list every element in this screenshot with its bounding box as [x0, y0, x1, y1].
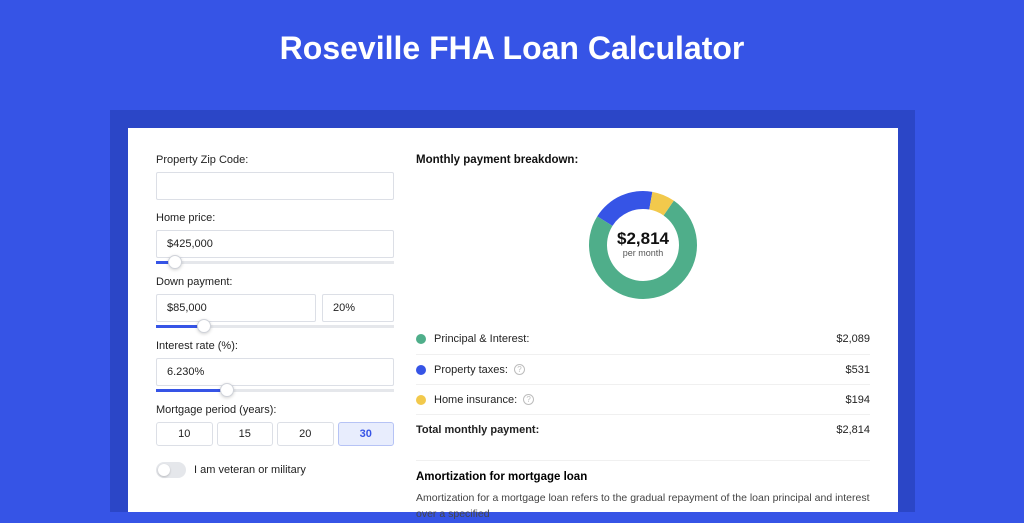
- row-label-text-ins: Home insurance:: [434, 394, 517, 406]
- rate-label: Interest rate (%):: [156, 340, 394, 352]
- amortization-title: Amortization for mortgage loan: [416, 460, 870, 483]
- row-label-ins: Home insurance:?: [434, 394, 846, 406]
- breakdown-row-ins: Home insurance:?$194: [416, 384, 870, 414]
- breakdown-row-pi: Principal & Interest: $2,089: [416, 324, 870, 354]
- rate-input[interactable]: [156, 358, 394, 386]
- down-slider-thumb[interactable]: [197, 319, 211, 333]
- price-field-group: Home price:: [156, 212, 394, 264]
- down-amount-input[interactable]: [156, 294, 316, 322]
- rate-slider[interactable]: [156, 389, 394, 392]
- amortization-text: Amortization for a mortgage loan refers …: [416, 491, 870, 523]
- period-buttons: 10152030: [156, 422, 394, 446]
- swatch-tax: [416, 365, 426, 375]
- row-label-pi: Principal & Interest:: [434, 333, 836, 345]
- donut-center-sub: per month: [623, 248, 664, 258]
- rate-field-group: Interest rate (%):: [156, 340, 394, 392]
- row-label-text-tax: Property taxes:: [434, 364, 508, 376]
- period-btn-30[interactable]: 30: [338, 422, 395, 446]
- veteran-toggle-knob: [158, 464, 170, 476]
- row-value-ins: $194: [846, 394, 870, 406]
- inputs-column: Property Zip Code: Home price: Down paym…: [156, 154, 394, 512]
- period-btn-10[interactable]: 10: [156, 422, 213, 446]
- donut-center-value: $2,814: [617, 229, 670, 248]
- down-slider[interactable]: [156, 325, 394, 328]
- period-btn-15[interactable]: 15: [217, 422, 274, 446]
- down-pct-input[interactable]: [322, 294, 394, 322]
- swatch-pi: [416, 334, 426, 344]
- row-value-pi: $2,089: [836, 333, 870, 345]
- down-field-group: Down payment:: [156, 276, 394, 328]
- period-btn-20[interactable]: 20: [277, 422, 334, 446]
- swatch-ins: [416, 395, 426, 405]
- zip-field-group: Property Zip Code:: [156, 154, 394, 200]
- rate-slider-thumb[interactable]: [220, 383, 234, 397]
- info-icon[interactable]: ?: [514, 364, 525, 375]
- breakdown-row-tax: Property taxes:?$531: [416, 354, 870, 384]
- zip-label: Property Zip Code:: [156, 154, 394, 166]
- rate-slider-fill: [156, 389, 227, 392]
- period-field-group: Mortgage period (years): 10152030: [156, 404, 394, 446]
- donut-chart-wrap: $2,814 per month: [416, 176, 870, 324]
- price-label: Home price:: [156, 212, 394, 224]
- calculator-card: Property Zip Code: Home price: Down paym…: [128, 128, 898, 512]
- veteran-label: I am veteran or military: [194, 464, 306, 476]
- price-slider-thumb[interactable]: [168, 255, 182, 269]
- info-icon[interactable]: ?: [523, 394, 534, 405]
- breakdown-column: Monthly payment breakdown: $2,814 per mo…: [416, 154, 870, 512]
- row-value-tax: $531: [846, 364, 870, 376]
- breakdown-title: Monthly payment breakdown:: [416, 154, 870, 166]
- period-label: Mortgage period (years):: [156, 404, 394, 416]
- price-input[interactable]: [156, 230, 394, 258]
- row-label-tax: Property taxes:?: [434, 364, 846, 376]
- page-title: Roseville FHA Loan Calculator: [0, 0, 1024, 85]
- down-label: Down payment:: [156, 276, 394, 288]
- total-value: $2,814: [836, 424, 870, 436]
- row-label-text-pi: Principal & Interest:: [434, 333, 529, 345]
- total-row: Total monthly payment: $2,814: [416, 414, 870, 444]
- total-label: Total monthly payment:: [416, 424, 836, 436]
- veteran-row: I am veteran or military: [156, 462, 394, 478]
- donut-chart: $2,814 per month: [580, 182, 706, 308]
- zip-input[interactable]: [156, 172, 394, 200]
- breakdown-rows: Principal & Interest: $2,089 Property taxe…: [416, 324, 870, 414]
- price-slider[interactable]: [156, 261, 394, 264]
- veteran-toggle[interactable]: [156, 462, 186, 478]
- donut-segment-tax: [597, 191, 652, 226]
